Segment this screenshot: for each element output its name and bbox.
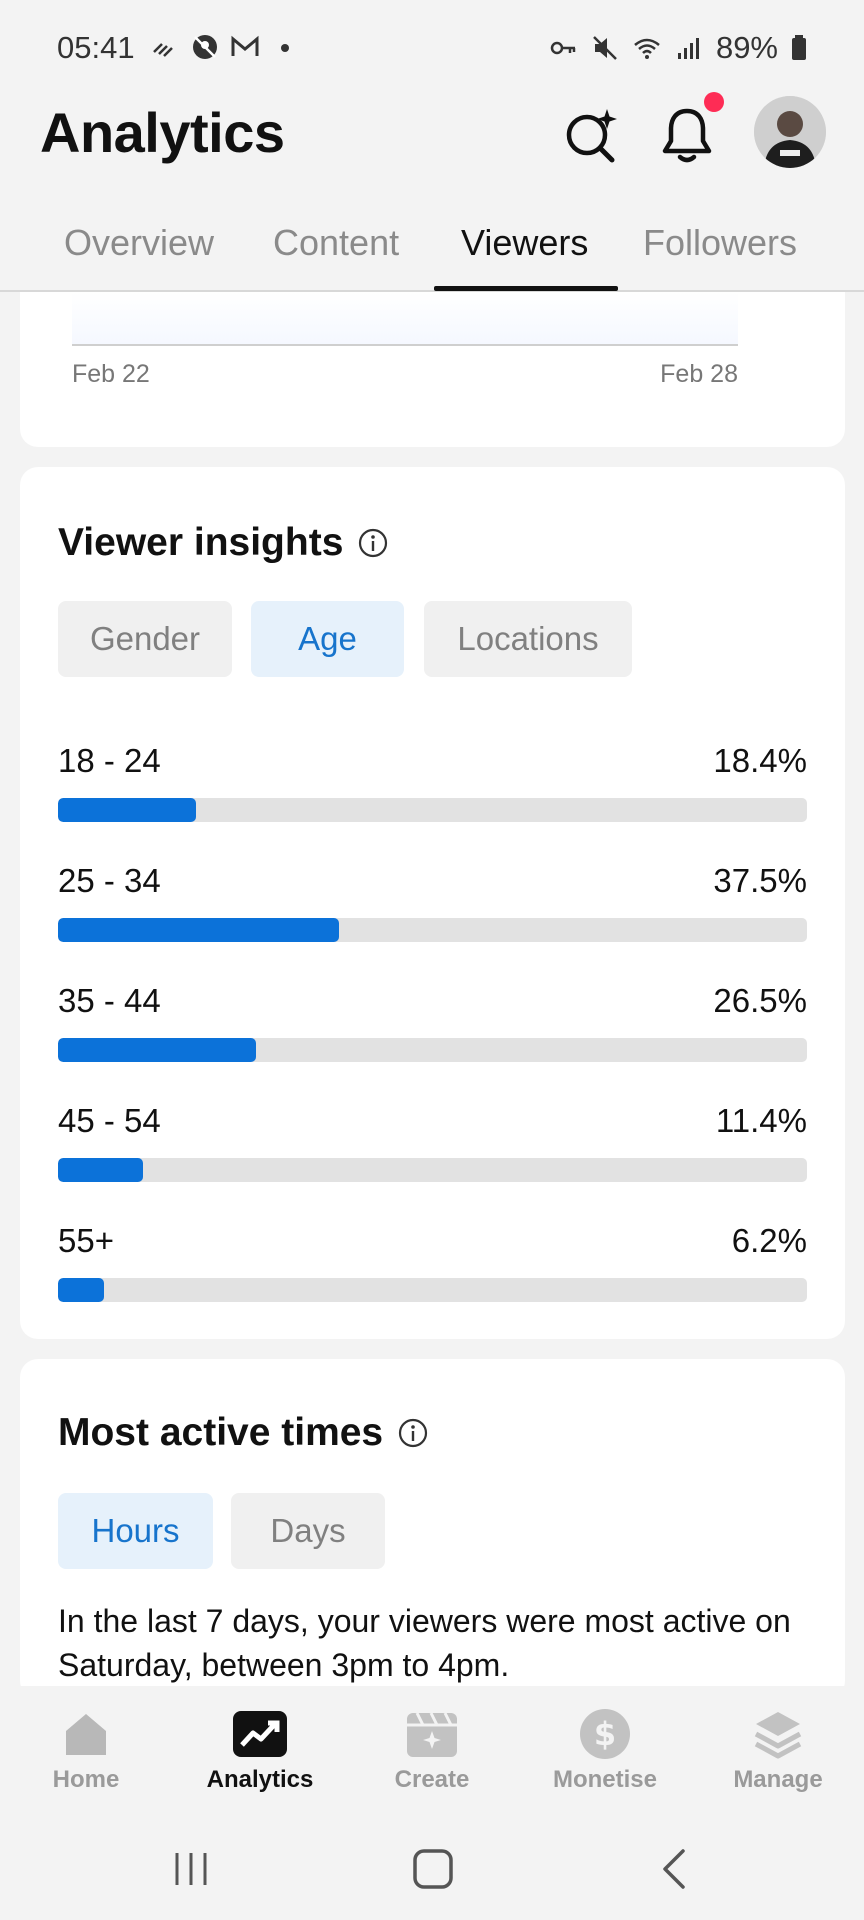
- age-percent: 6.2%: [731, 1222, 807, 1259]
- age-bar-fill: [58, 918, 339, 942]
- chart-area: [72, 292, 738, 344]
- nav-create[interactable]: Create: [357, 1706, 507, 1794]
- chart-x-label-end: Feb 28: [660, 360, 738, 388]
- age-percent: 37.5%: [713, 862, 807, 899]
- age-bar-track: [58, 1158, 807, 1182]
- age-bar-track: [58, 798, 807, 822]
- page-title: Analytics: [40, 101, 285, 164]
- nav-home[interactable]: Home: [11, 1706, 161, 1794]
- search-sparkle-button[interactable]: [556, 100, 626, 170]
- status-bar: 05:41 89%: [0, 0, 864, 100]
- tab-followers[interactable]: Followers: [643, 222, 798, 263]
- age-row: 35 - 44 26.5%: [58, 982, 807, 1064]
- active-tab-indicator: [434, 286, 618, 291]
- tab-overview[interactable]: Overview: [64, 222, 215, 263]
- most-active-title: Most active times: [58, 1411, 429, 1455]
- layers-icon: [750, 1706, 806, 1762]
- bottom-nav: Home Analytics Create $ Monetise Manage: [0, 1686, 864, 1818]
- nav-manage-label: Manage: [733, 1766, 823, 1793]
- analytics-icon: [232, 1706, 288, 1762]
- no-location-icon: [193, 35, 217, 59]
- age-row: 45 - 54 11.4%: [58, 1102, 807, 1184]
- notifications-button[interactable]: [652, 100, 722, 170]
- age-bar-track: [58, 1038, 807, 1062]
- age-bar-fill: [58, 1158, 144, 1182]
- notification-badge: [704, 92, 724, 112]
- recent-apps-button[interactable]: [161, 1844, 221, 1894]
- app-header: Analytics: [0, 100, 864, 230]
- chip-days[interactable]: Days: [231, 1493, 385, 1569]
- svg-text:$: $: [594, 1715, 616, 1753]
- viewer-insights-card: Viewer insights Gender Age Locations 18 …: [20, 467, 845, 1339]
- age-label: 25 - 34: [58, 862, 161, 899]
- most-active-title-text: Most active times: [58, 1411, 384, 1454]
- age-bar-fill: [58, 1278, 105, 1302]
- age-label: 45 - 54: [58, 1102, 161, 1139]
- tab-viewers[interactable]: Viewers: [461, 222, 589, 263]
- info-icon[interactable]: [397, 1417, 429, 1449]
- age-row: 18 - 24 18.4%: [58, 742, 807, 824]
- dollar-icon: $: [577, 1706, 633, 1762]
- age-bar-fill: [58, 798, 196, 822]
- info-icon[interactable]: [357, 527, 389, 559]
- chip-locations[interactable]: Locations: [424, 601, 632, 677]
- age-bar-fill: [58, 1038, 257, 1062]
- back-icon: [663, 1849, 685, 1889]
- age-row: 25 - 34 37.5%: [58, 862, 807, 944]
- nav-manage[interactable]: Manage: [703, 1706, 853, 1794]
- key-icon: [550, 41, 576, 55]
- age-label: 35 - 44: [58, 982, 161, 1019]
- home-system-button[interactable]: [403, 1844, 463, 1894]
- recent-apps-icon: [175, 1853, 207, 1885]
- signal-dots-icon: [153, 43, 173, 57]
- chip-hours[interactable]: Hours: [58, 1493, 213, 1569]
- nav-monetise[interactable]: $ Monetise: [530, 1706, 680, 1794]
- age-row: 55+ 6.2%: [58, 1222, 807, 1304]
- wifi-icon: [634, 38, 660, 59]
- dot-icon: [281, 44, 289, 52]
- tab-content[interactable]: Content: [273, 222, 400, 263]
- age-percent: 26.5%: [713, 982, 807, 1019]
- mute-icon: [593, 36, 617, 60]
- avatar[interactable]: [754, 96, 826, 168]
- chart-x-axis: [72, 344, 738, 346]
- nav-monetise-label: Monetise: [552, 1766, 657, 1793]
- search-sparkle-icon: [566, 109, 617, 163]
- most-active-description: In the last 7 days, your viewers were mo…: [58, 1603, 791, 1683]
- most-active-times-card: Most active times Hours Days In the last…: [20, 1359, 845, 1699]
- back-button[interactable]: [645, 1844, 705, 1894]
- home-icon: [58, 1706, 114, 1762]
- age-label: 18 - 24: [58, 742, 161, 779]
- status-left-icons: [150, 32, 300, 62]
- nav-analytics-label: Analytics: [206, 1766, 314, 1793]
- age-label: 55+: [58, 1222, 114, 1259]
- viewer-insights-title-text: Viewer insights: [58, 521, 344, 564]
- gmail-icon: [231, 35, 259, 56]
- age-percent: 11.4%: [715, 1102, 807, 1139]
- chip-age[interactable]: Age: [251, 601, 404, 677]
- status-right-icons: 89%: [548, 30, 808, 66]
- avatar-image: [754, 96, 826, 168]
- status-time: 05:41: [57, 30, 135, 65]
- nav-create-label: Create: [394, 1766, 470, 1793]
- age-bar-track: [58, 918, 807, 942]
- chip-gender[interactable]: Gender: [58, 601, 232, 677]
- viewers-chart-card: Feb 22 Feb 28: [20, 292, 845, 447]
- create-icon: [404, 1706, 460, 1762]
- chart-x-label-start: Feb 22: [72, 360, 150, 388]
- bell-icon: [662, 108, 712, 163]
- analytics-tabs: Overview Content Viewers Followers: [0, 208, 864, 292]
- battery-icon: [792, 35, 806, 60]
- viewer-insights-title: Viewer insights: [58, 521, 389, 565]
- system-nav-bar: [0, 1818, 864, 1920]
- cell-signal-icon: [677, 38, 699, 59]
- age-bar-track: [58, 1278, 807, 1302]
- age-percent: 18.4%: [713, 742, 807, 779]
- nav-analytics[interactable]: Analytics: [185, 1706, 335, 1794]
- nav-home-label: Home: [52, 1766, 120, 1793]
- home-system-icon: [413, 1849, 453, 1889]
- battery-percent: 89%: [715, 30, 778, 65]
